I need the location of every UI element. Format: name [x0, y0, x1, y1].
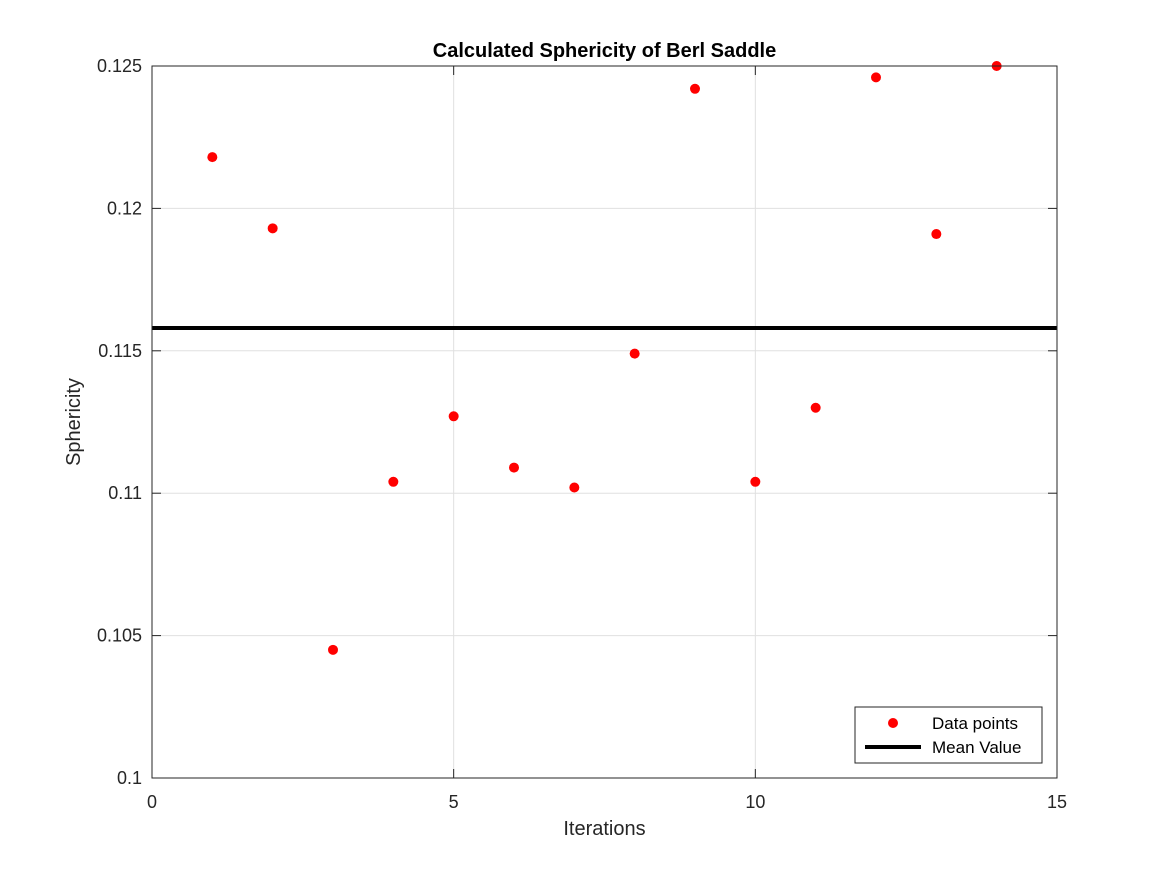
tick-layer: 0 5 10 15 0.1 0.105 0.11 0.115 0.12 0.125 [97, 56, 1067, 812]
plot-area-frame [151, 65, 1058, 779]
data-point [448, 411, 459, 422]
data-point [267, 223, 278, 234]
data-point [328, 644, 338, 655]
x-tick-label: 15 [1047, 792, 1067, 812]
series-layer [152, 61, 1057, 655]
legend-box [854, 706, 1043, 764]
data-point [569, 482, 580, 493]
data-point [871, 72, 881, 83]
y-tick-label: 0.11 [108, 483, 142, 503]
data-point [810, 402, 821, 413]
y-axis-label: Sphericity [63, 378, 85, 466]
x-tick-label: 5 [449, 792, 459, 812]
y-tick-label: 0.12 [107, 198, 142, 218]
legend-entry-label: Mean Value [932, 738, 1021, 757]
y-tick-label: 0.125 [97, 56, 142, 76]
data-point [690, 83, 700, 94]
y-tick-label: 0.115 [98, 341, 142, 361]
legend: Data points Mean Value [854, 706, 1043, 764]
legend-dot-marker [888, 718, 898, 728]
x-tick-label: 0 [147, 792, 157, 812]
y-tick-label: 0.1 [117, 768, 142, 788]
data-point [629, 348, 640, 359]
data-point [207, 152, 218, 163]
data-point [931, 229, 942, 240]
chart-title: Calculated Sphericity of Berl Saddle [433, 40, 776, 62]
data-point [388, 476, 399, 487]
grid-layer [151, 65, 1058, 779]
y-tick-label: 0.105 [97, 626, 142, 646]
data-point [750, 476, 761, 487]
x-axis-label: Iterations [563, 818, 645, 840]
data-point [509, 462, 519, 473]
legend-entry-label: Data points [932, 714, 1018, 733]
x-tick-label: 10 [745, 792, 765, 812]
